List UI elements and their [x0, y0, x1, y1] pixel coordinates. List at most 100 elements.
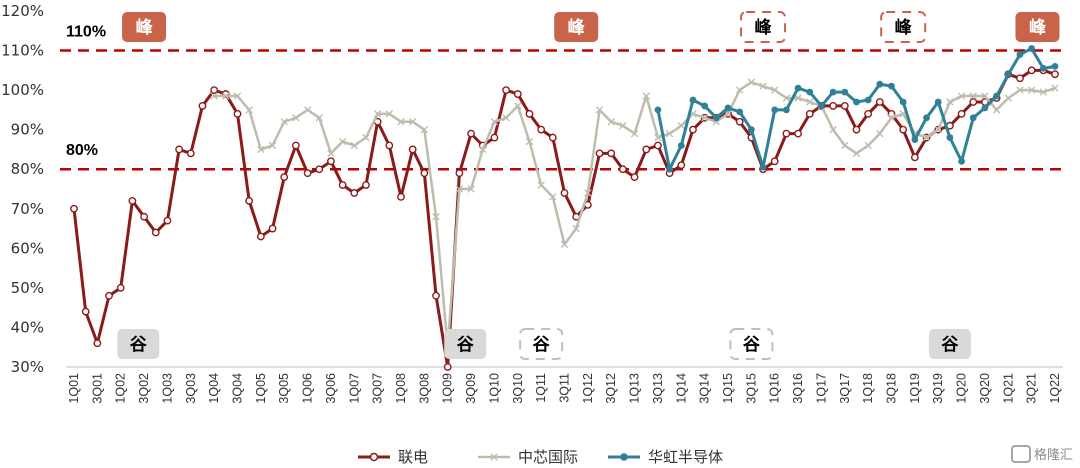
- marker-label: 谷: [941, 335, 959, 355]
- data-point: [747, 126, 755, 134]
- data-point: [840, 102, 849, 110]
- data-point: [782, 106, 790, 114]
- data-point: [852, 149, 861, 158]
- data-point: [642, 145, 651, 154]
- peak-trough-annotations: 峰 峰 峰 峰 峰谷 谷 谷 谷 谷: [117, 11, 1060, 360]
- data-point: [736, 108, 744, 116]
- data-point: [292, 114, 300, 122]
- marker-box: [554, 12, 599, 42]
- data-point: [700, 114, 709, 122]
- x-tick-label: 3Q09: [464, 373, 478, 404]
- data-point: [630, 129, 639, 138]
- data-point: [911, 136, 919, 143]
- data-point: [502, 86, 511, 95]
- data-point: [735, 117, 744, 126]
- data-point: [303, 106, 312, 114]
- x-tick-label: 3Q08: [417, 373, 431, 404]
- data-point: [794, 129, 802, 138]
- x-tick-label: 1Q06: [301, 373, 315, 404]
- x-tick-label: 1Q12: [581, 373, 595, 404]
- x-tick-label: 3Q03: [184, 373, 198, 404]
- legend-label: 联电: [398, 448, 428, 466]
- data-point: [957, 109, 966, 118]
- x-tick-label: 3Q17: [838, 373, 852, 404]
- x-tick-label: 1Q05: [254, 373, 268, 404]
- series-layer: [70, 45, 1059, 371]
- data-point: [245, 106, 253, 114]
- peak-marker: 峰: [880, 11, 927, 43]
- data-point: [654, 133, 662, 142]
- data-point: [525, 109, 534, 118]
- data-point: [560, 240, 569, 249]
- x-tick-label: 3Q11: [558, 373, 572, 403]
- data-point: [969, 98, 978, 106]
- y-tick-label: 30%: [11, 358, 44, 376]
- data-point: [619, 122, 627, 130]
- data-point: [934, 98, 942, 106]
- data-point: [993, 92, 1001, 100]
- marker-label: 谷: [457, 335, 475, 355]
- data-point: [327, 157, 335, 166]
- marker-label: 谷: [533, 335, 551, 355]
- x-tick-label: 1Q22: [1048, 373, 1062, 404]
- watermark-text: 格隆汇: [1034, 447, 1073, 463]
- data-point: [1016, 51, 1024, 58]
- data-point: [724, 110, 732, 118]
- marker-box: [880, 11, 927, 43]
- data-point: [548, 133, 557, 142]
- y-tick-label: 90%: [11, 121, 44, 139]
- data-point: [910, 153, 919, 162]
- y-tick-label: 70%: [11, 200, 44, 218]
- data-point: [829, 88, 837, 96]
- watermark: 格隆汇: [1011, 445, 1073, 463]
- data-point: [151, 228, 160, 237]
- x-tick-label: 3Q13: [651, 373, 665, 404]
- y-tick-label: 110%: [1, 42, 44, 60]
- data-point: [771, 86, 779, 94]
- legend: 联电 中芯国际 华虹半导体: [358, 448, 723, 466]
- data-point: [268, 141, 277, 150]
- y-tick-label: 80%: [11, 160, 44, 178]
- data-point: [864, 141, 872, 150]
- series-3: [654, 45, 1059, 173]
- data-point: [852, 125, 861, 134]
- data-point: [233, 92, 242, 100]
- data-point: [958, 157, 965, 165]
- x-tick-label: 1Q21: [1001, 373, 1015, 404]
- marker-label: 峰: [568, 17, 586, 38]
- data-point: [105, 291, 113, 300]
- data-point: [128, 196, 137, 205]
- data-point: [338, 181, 347, 189]
- data-point: [549, 193, 557, 201]
- x-tick-label: 3Q04: [231, 373, 245, 404]
- data-point: [677, 161, 686, 170]
- x-tick-label: 1Q11: [534, 373, 548, 403]
- data-point: [1051, 70, 1059, 79]
- data-point: [853, 98, 860, 106]
- data-point: [1004, 70, 1012, 78]
- x-tick-label: 3Q15: [744, 373, 758, 404]
- x-tick-label: 3Q20: [978, 373, 992, 404]
- marker-box: [519, 328, 564, 360]
- x-tick-label: 3Q12: [604, 373, 618, 404]
- marker-box: [928, 329, 971, 359]
- data-point: [805, 109, 814, 118]
- data-point: [934, 125, 942, 134]
- data-point: [666, 165, 674, 173]
- data-point: [759, 82, 767, 90]
- x-tick-label: 3Q18: [885, 373, 899, 404]
- data-point: [408, 118, 417, 126]
- data-point: [946, 98, 954, 106]
- data-point: [233, 109, 242, 118]
- data-point: [841, 88, 849, 96]
- data-point: [876, 129, 884, 138]
- trough-marker: 谷: [117, 329, 160, 359]
- data-point: [373, 110, 382, 118]
- data-point: [899, 98, 907, 106]
- data-point: [946, 134, 954, 141]
- x-tick-label: 3Q19: [931, 373, 945, 404]
- data-point: [70, 204, 78, 213]
- data-point: [479, 145, 487, 154]
- data-point: [291, 141, 300, 150]
- data-point: [397, 118, 405, 126]
